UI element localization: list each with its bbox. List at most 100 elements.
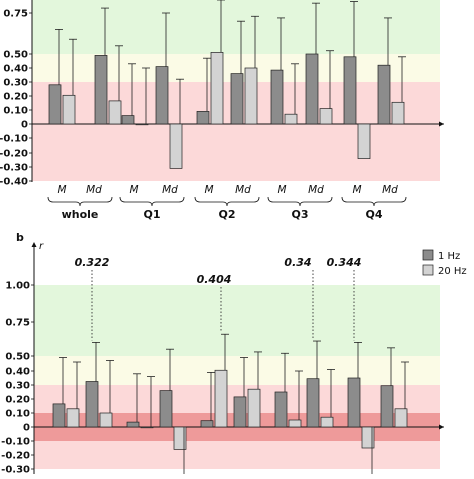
panel-a-ytick-label: -0.30 — [0, 163, 28, 174]
panel-a-ytick-label: 0.50 — [3, 50, 28, 61]
panel-a-bar — [196, 111, 210, 125]
panel-b-bar — [288, 419, 302, 428]
panel-a-group-brace — [119, 196, 185, 207]
panel-b-ytick-label: 0 — [23, 423, 30, 434]
panel-b-bar — [66, 408, 80, 428]
panel-b-legend-label: 20 Hz — [438, 266, 467, 277]
panel-b-ytick-label: 0.40 — [5, 367, 30, 378]
panel-a-bar — [94, 55, 108, 125]
panel-a-bar — [169, 123, 183, 169]
panel-a-bar — [62, 94, 76, 125]
panel-a-group-label: Q4 — [365, 208, 382, 221]
panel-a: 0.75 0.50 0.40 0.30 0.20 0.10 0 -0.10 -0.20 -0.30… — [0, 0, 444, 221]
panel-a-sub-label: Md — [235, 184, 251, 196]
panel-a-ytick-label: 0.40 — [3, 64, 28, 75]
panel-b-ylabel: r — [39, 241, 44, 252]
panel-b-ytick-label: 0.75 — [5, 318, 30, 329]
panel-b-ytick-label: 0.10 — [5, 409, 30, 420]
panel-b-bar — [233, 396, 247, 428]
panel-b-band-1 — [34, 356, 440, 385]
panel-a-ytick-label: 0.75 — [3, 9, 28, 20]
panel-a-ytick-label: -0.20 — [0, 149, 28, 160]
panel-b-bar — [200, 420, 214, 428]
panel-b-ytick-label: 0.50 — [5, 352, 30, 363]
panel-a-group-brace — [341, 196, 407, 207]
panel-b-x-axis-arrow — [439, 424, 444, 430]
panel-b-band-0 — [34, 285, 440, 356]
panel-a-bar — [319, 108, 333, 125]
panel-a-bar — [305, 53, 319, 125]
panel-a-bar — [357, 123, 371, 159]
panel-b-bar — [347, 377, 361, 428]
panel-a-group-label: Q2 — [218, 208, 235, 221]
panel-a-sub-label: M — [277, 184, 286, 196]
panel-a-sub-label: M — [352, 184, 361, 196]
panel-a-ytick-label: -0.10 — [0, 134, 28, 145]
panel-b-annotation: 0.322 — [75, 256, 110, 269]
panel-b-bar — [159, 390, 173, 428]
panel-b-annotation: 0.344 — [327, 256, 362, 269]
panel-a-sub-label: Md — [382, 184, 398, 196]
panel-a-sub-label: Md — [308, 184, 324, 196]
panel-a-group-label: whole — [62, 208, 99, 221]
panel-a-sub-label: Md — [86, 184, 102, 196]
panel-a-bar — [377, 64, 391, 125]
panel-a-bar — [230, 73, 244, 125]
panel-a-bar — [284, 113, 298, 125]
panel-a-ytick-label: 0.20 — [3, 92, 28, 103]
panel-b: 1.00 0.75 0.50 0.40 0.30 0.20 0.10 0 -0.10 -0.20 -… — [1, 231, 467, 476]
panel-b-bar — [140, 426, 154, 429]
panel-a-bar — [210, 52, 224, 125]
panel-b-bar — [99, 412, 113, 428]
panel-b-bar — [380, 385, 394, 428]
panel-b-bar — [320, 416, 334, 428]
panel-a-ytick-label: 0 — [21, 120, 28, 131]
panel-b-ytick-label: 0.20 — [5, 395, 30, 406]
panel-b-ytick-label: -0.10 — [1, 437, 30, 448]
panel-a-bar — [48, 84, 62, 125]
panel-b-annotation: 0.404 — [197, 273, 232, 286]
panel-b-legend-label: 1 Hz — [438, 251, 460, 262]
panel-b-ytick-label: -0.20 — [1, 451, 30, 462]
panel-a-bar — [270, 69, 284, 125]
panel-a-x-axis-arrow — [439, 121, 444, 127]
panel-b-ytick-label: -0.30 — [1, 465, 30, 475]
panel-a-group-brace — [194, 196, 260, 207]
panel-b-bar — [214, 369, 228, 428]
panel-a-bar — [391, 101, 405, 125]
panel-a-group-label: Q3 — [291, 208, 308, 221]
panel-b-legend-swatch — [422, 249, 434, 261]
panel-a-band-0 — [32, 0, 440, 54]
panel-a-sub-label: M — [129, 184, 138, 196]
panel-a-sub-label: M — [204, 184, 213, 196]
panel-b-bar — [306, 378, 320, 428]
panel-b-bar — [394, 408, 408, 428]
panel-b-ytick-label: 1.00 — [5, 281, 30, 292]
panel-b-bar — [361, 426, 375, 449]
panel-a-ytick-label: 0.30 — [3, 78, 28, 89]
panel-b-ytick-label: 0.30 — [5, 381, 30, 392]
panel-a-sub-label: Md — [162, 184, 178, 196]
panel-a-group-brace — [47, 196, 113, 207]
panel-b-annotation: 0.34 — [284, 256, 311, 269]
panel-a-ytick-label: -0.40 — [0, 177, 28, 188]
panel-a-bar — [108, 100, 122, 125]
panel-b-bar — [126, 421, 140, 428]
panel-b-legend-swatch — [422, 264, 434, 276]
panel-a-bar — [155, 66, 169, 125]
panel-a-bar — [343, 56, 357, 125]
panel-b-y-axis-arrow — [31, 242, 37, 247]
panel-a-sub-label: M — [57, 184, 66, 196]
panel-a-bar — [244, 67, 258, 125]
panel-a-ytick-label: 0.10 — [3, 106, 28, 117]
panel-a-group-label: Q1 — [143, 208, 160, 221]
panel-b-bar — [85, 381, 99, 428]
panel-a-group-brace — [267, 196, 333, 207]
panel-b-bar — [173, 426, 187, 450]
panel-b-letter: b — [16, 231, 24, 244]
panel-a-bar — [121, 115, 135, 125]
panel-a-bar — [135, 123, 149, 126]
panel-b-bar — [52, 403, 66, 428]
